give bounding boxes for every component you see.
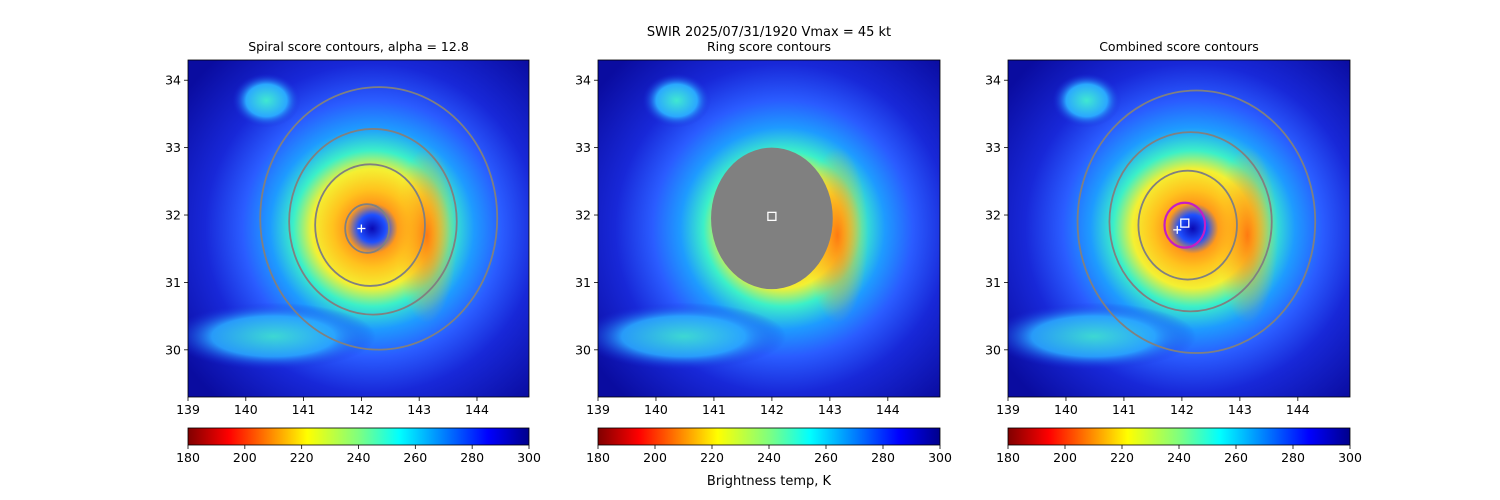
score-contour (1137, 169, 1238, 281)
score-contour (1163, 201, 1207, 249)
x-tick-label: 142 (1170, 402, 1194, 417)
colorbar-tick-label: 280 (1281, 450, 1305, 465)
y-tick-label: 33 (165, 140, 181, 155)
axes-frame (187, 59, 530, 398)
cloud-patch (1052, 73, 1121, 128)
colorbar-label: Brightness temp, K (707, 474, 832, 489)
score-contour (288, 128, 458, 316)
x-tick-label: 140 (1054, 402, 1078, 417)
cloud-patch (642, 73, 711, 128)
figure-suptitle: SWIR 2025/07/31/1920 Vmax = 45 kt (647, 25, 891, 40)
cold-cloud-band (1216, 147, 1279, 323)
y-tick-label: 31 (165, 275, 181, 290)
y-tick-label: 31 (985, 275, 1001, 290)
y-tick-label: 30 (985, 342, 1001, 357)
x-tick-label: 142 (349, 402, 373, 417)
colorbar-tick-label: 300 (1338, 450, 1362, 465)
cold-cloud-band (396, 147, 458, 323)
colorbar (597, 427, 941, 446)
center-plus-marker (1173, 225, 1182, 234)
y-tick-label: 33 (985, 140, 1001, 155)
y-tick-label: 31 (575, 275, 591, 290)
panel-1: Spiral score contours, alpha = 12.8 139 14… (165, 39, 541, 465)
colorbar-tick-label: 200 (233, 450, 257, 465)
colorbar-tick-label: 220 (700, 450, 724, 465)
score-contour (314, 163, 426, 287)
panel-title: Combined score contours (1099, 39, 1259, 54)
center-square-marker (1180, 218, 1190, 228)
x-tick-label: 141 (1112, 402, 1136, 417)
colorbar-tick-label: 180 (996, 450, 1020, 465)
x-tick-label: 140 (644, 402, 668, 417)
spiral-band (598, 302, 787, 371)
colorbar-tick-label: 220 (290, 450, 314, 465)
y-tick-label: 30 (575, 342, 591, 357)
y-tick-label: 34 (165, 73, 181, 88)
colorbar-tick-label: 200 (643, 450, 667, 465)
colorbar-tick-label: 280 (460, 450, 484, 465)
colorbar-tick-label: 260 (403, 450, 427, 465)
x-tick-label: 141 (702, 402, 726, 417)
satellite-image (598, 60, 940, 397)
panel-2: Ring score contours 139 140 141 142 143 144 30 3… (575, 39, 952, 465)
y-tick-label: 32 (165, 208, 181, 223)
x-tick-label: 144 (876, 402, 900, 417)
x-tick-label: 140 (234, 402, 258, 417)
y-tick-label: 32 (575, 208, 591, 223)
x-tick-label: 139 (996, 402, 1020, 417)
score-contour (259, 86, 499, 351)
x-tick-label: 142 (760, 402, 784, 417)
colorbar-tick-label: 180 (176, 450, 200, 465)
axes-frame (1007, 59, 1351, 398)
spiral-band (188, 302, 376, 371)
satellite-image (188, 60, 529, 397)
y-tick-label: 32 (985, 208, 1001, 223)
satellite-image (1008, 60, 1350, 397)
x-tick-label: 143 (407, 402, 431, 417)
y-tick-label: 34 (985, 73, 1001, 88)
center-plus-marker (357, 224, 366, 233)
y-tick-label: 33 (575, 140, 591, 155)
spiral-band (1008, 302, 1197, 371)
x-tick-label: 144 (465, 402, 489, 417)
colorbar-tick-label: 240 (757, 450, 781, 465)
cloud-patch (232, 73, 301, 128)
panel-3: Combined score contours 139 140 141 142 143 14… (985, 39, 1362, 465)
axes-frame (597, 59, 941, 398)
colorbar-tick-label: 240 (1167, 450, 1191, 465)
ring-score-region (711, 147, 833, 290)
colorbar-tick-label: 300 (928, 450, 952, 465)
center-square-marker (767, 211, 777, 222)
colorbar-tick-label: 260 (814, 450, 838, 465)
y-tick-label: 34 (575, 73, 591, 88)
colorbar-tick-label: 280 (871, 450, 895, 465)
panel-title: Spiral score contours, alpha = 12.8 (248, 39, 469, 54)
colorbar-tick-label: 300 (517, 450, 541, 465)
colorbar-tick-label: 260 (1224, 450, 1248, 465)
x-tick-label: 141 (292, 402, 316, 417)
x-tick-label: 143 (1228, 402, 1252, 417)
colorbar (187, 427, 530, 446)
score-contour (1108, 131, 1273, 313)
score-contour (1076, 89, 1317, 354)
x-tick-label: 139 (176, 402, 200, 417)
colorbar-tick-label: 200 (1053, 450, 1077, 465)
panel-title: Ring score contours (707, 39, 831, 54)
colorbar-tick-label: 180 (586, 450, 610, 465)
x-tick-label: 144 (1286, 402, 1310, 417)
colorbar-tick-label: 240 (347, 450, 371, 465)
x-tick-label: 143 (818, 402, 842, 417)
score-contour (344, 203, 391, 254)
x-tick-label: 139 (586, 402, 610, 417)
y-tick-label: 30 (165, 342, 181, 357)
colorbar (1007, 427, 1351, 446)
colorbar-tick-label: 220 (1110, 450, 1134, 465)
